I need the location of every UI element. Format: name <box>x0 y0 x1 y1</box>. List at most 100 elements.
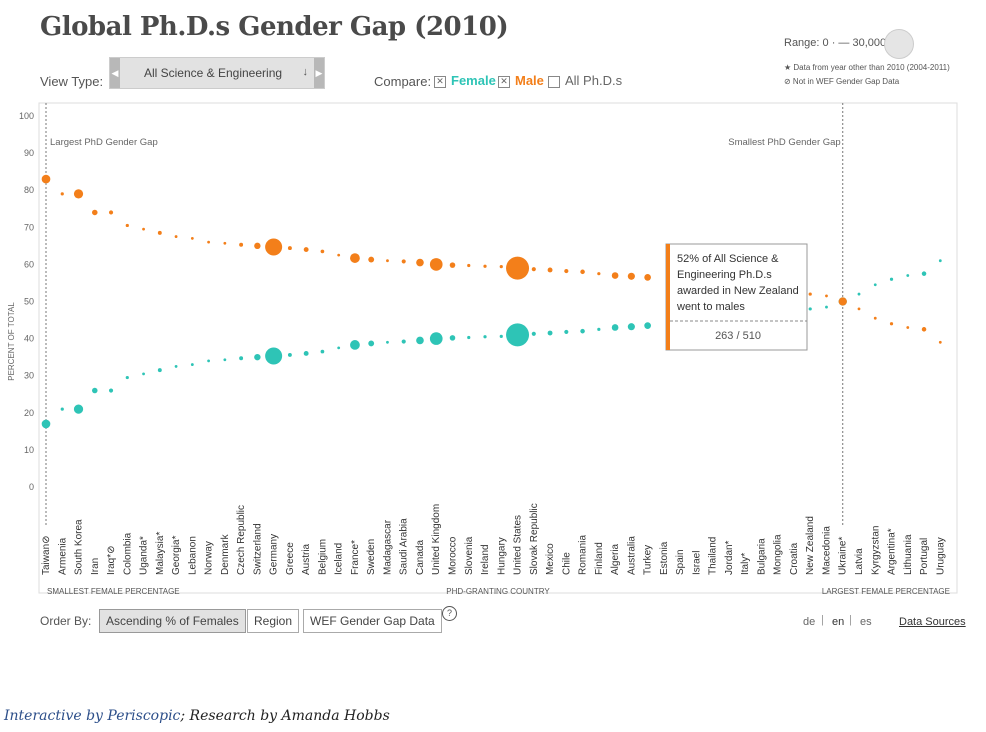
country-label: Iceland <box>334 543 345 575</box>
tooltip-text: awarded in New Zealand <box>677 285 799 297</box>
country-label: Madagascar <box>382 519 393 575</box>
country-label: Jordan* <box>724 540 735 575</box>
male-point <box>611 272 619 279</box>
country-label: France* <box>350 540 361 575</box>
female-point <box>108 388 114 393</box>
country-label: United Kingdom <box>431 504 442 575</box>
female-point <box>350 340 360 350</box>
prev-view-arrow-icon[interactable]: ◀ <box>110 58 120 88</box>
male-point <box>467 263 471 268</box>
country-label: Finland <box>594 542 605 575</box>
male-point <box>207 240 211 244</box>
country-label: Morocco <box>448 536 459 575</box>
country-label: Greece <box>285 542 296 575</box>
view-type-select[interactable]: ◀ All Science & Engineering ↓ ▶ <box>109 57 325 89</box>
country-label: Iraq*⊘ <box>106 545 117 575</box>
language-de-link[interactable]: de <box>803 616 816 628</box>
country-label: Uganda* <box>139 536 150 575</box>
country-label: Ireland <box>480 544 491 575</box>
country-label: Iran <box>90 558 101 575</box>
country-label: Estonia <box>659 541 670 575</box>
male-point <box>889 322 894 326</box>
country-label: Georgia* <box>171 535 182 575</box>
male-point <box>254 242 261 250</box>
y-tick-label: 10 <box>24 445 34 455</box>
tooltip-value: 263 / 510 <box>715 330 761 342</box>
range-size-circle-icon <box>884 29 914 59</box>
note-not-in-wef: ⊘ Not in WEF Gender Gap Data <box>784 77 900 86</box>
gender-gap-chart: 0 10 20 30 40 50 60 70 80 90 100 PERCENT OF TOTAL La… <box>7 102 958 596</box>
male-point <box>499 265 503 269</box>
compare-all-checkbox[interactable]: All Ph.D.s <box>548 73 622 88</box>
male-point <box>597 272 601 276</box>
male-point <box>873 316 877 320</box>
country-label: Mexico <box>545 543 556 575</box>
country-label: South Korea <box>74 519 85 575</box>
male-point <box>938 340 942 344</box>
male-point <box>429 258 443 271</box>
male-point <box>368 256 375 263</box>
y-tick-label: 50 <box>24 297 34 307</box>
next-view-arrow-icon[interactable]: ▶ <box>314 58 324 88</box>
female-point <box>207 359 211 363</box>
female-point <box>337 346 341 350</box>
country-label: Croatia <box>789 542 800 575</box>
female-point <box>531 331 536 336</box>
female-point <box>368 340 375 347</box>
male-point <box>416 258 424 267</box>
y-tick-label: 70 <box>24 222 34 232</box>
male-point <box>239 242 244 247</box>
country-label: Algeria <box>610 543 621 575</box>
male-point <box>174 235 178 238</box>
help-icon[interactable]: ? <box>442 606 457 621</box>
male-point <box>265 238 283 256</box>
female-point <box>401 339 406 344</box>
country-label: Bulgaria <box>756 538 767 575</box>
male-point <box>906 326 910 329</box>
country-label: Argentina* <box>887 528 898 575</box>
order-ascending-button[interactable]: Ascending % of Females <box>99 609 246 633</box>
male-point <box>190 237 194 240</box>
y-tick-label: 30 <box>24 371 34 381</box>
plot-frame <box>38 102 958 594</box>
female-point <box>627 323 635 331</box>
language-divider: | <box>849 614 852 626</box>
language-es-link[interactable]: es <box>860 616 872 628</box>
male-point <box>531 267 536 272</box>
male-point <box>223 241 227 245</box>
compare-female-checkbox[interactable]: ✕ Female <box>434 73 496 88</box>
order-region-button[interactable]: Region <box>247 609 300 633</box>
country-label: Canada <box>415 540 426 575</box>
female-point <box>906 274 910 277</box>
female-point <box>287 352 292 357</box>
country-label: Mongolia <box>773 534 784 575</box>
female-point <box>223 358 227 362</box>
country-label: Spain <box>675 549 686 575</box>
country-label: Slovenia <box>464 536 475 575</box>
country-label: Uruguay <box>935 537 946 575</box>
male-point <box>449 262 456 268</box>
female-point <box>254 353 261 361</box>
male-point <box>157 230 162 235</box>
checkbox-checked-icon: ✕ <box>434 75 446 88</box>
periscopic-link[interactable]: Interactive by Periscopic <box>4 708 181 724</box>
female-point <box>320 349 325 354</box>
female-point <box>938 259 942 263</box>
data-sources-link[interactable]: Data Sources <box>899 616 966 628</box>
compare-male-checkbox[interactable]: ✕ Male <box>498 73 544 88</box>
country-label: Switzerland <box>252 523 263 575</box>
male-point <box>303 247 309 253</box>
male-point <box>108 210 114 215</box>
male-point <box>337 253 341 257</box>
country-label: Saudi Arabia <box>399 518 410 575</box>
female-point <box>416 336 424 345</box>
country-label: Belgium <box>317 539 328 575</box>
female-point <box>889 277 894 281</box>
female-point <box>611 324 619 331</box>
country-label: Turkey <box>643 545 654 575</box>
language-en-link[interactable]: en <box>832 616 845 628</box>
order-wef-button[interactable]: WEF Gender Gap Data <box>303 609 442 633</box>
male-point <box>506 256 530 280</box>
male-point <box>564 269 569 274</box>
smallest-gap-label: Smallest PhD Gender Gap <box>728 137 840 148</box>
